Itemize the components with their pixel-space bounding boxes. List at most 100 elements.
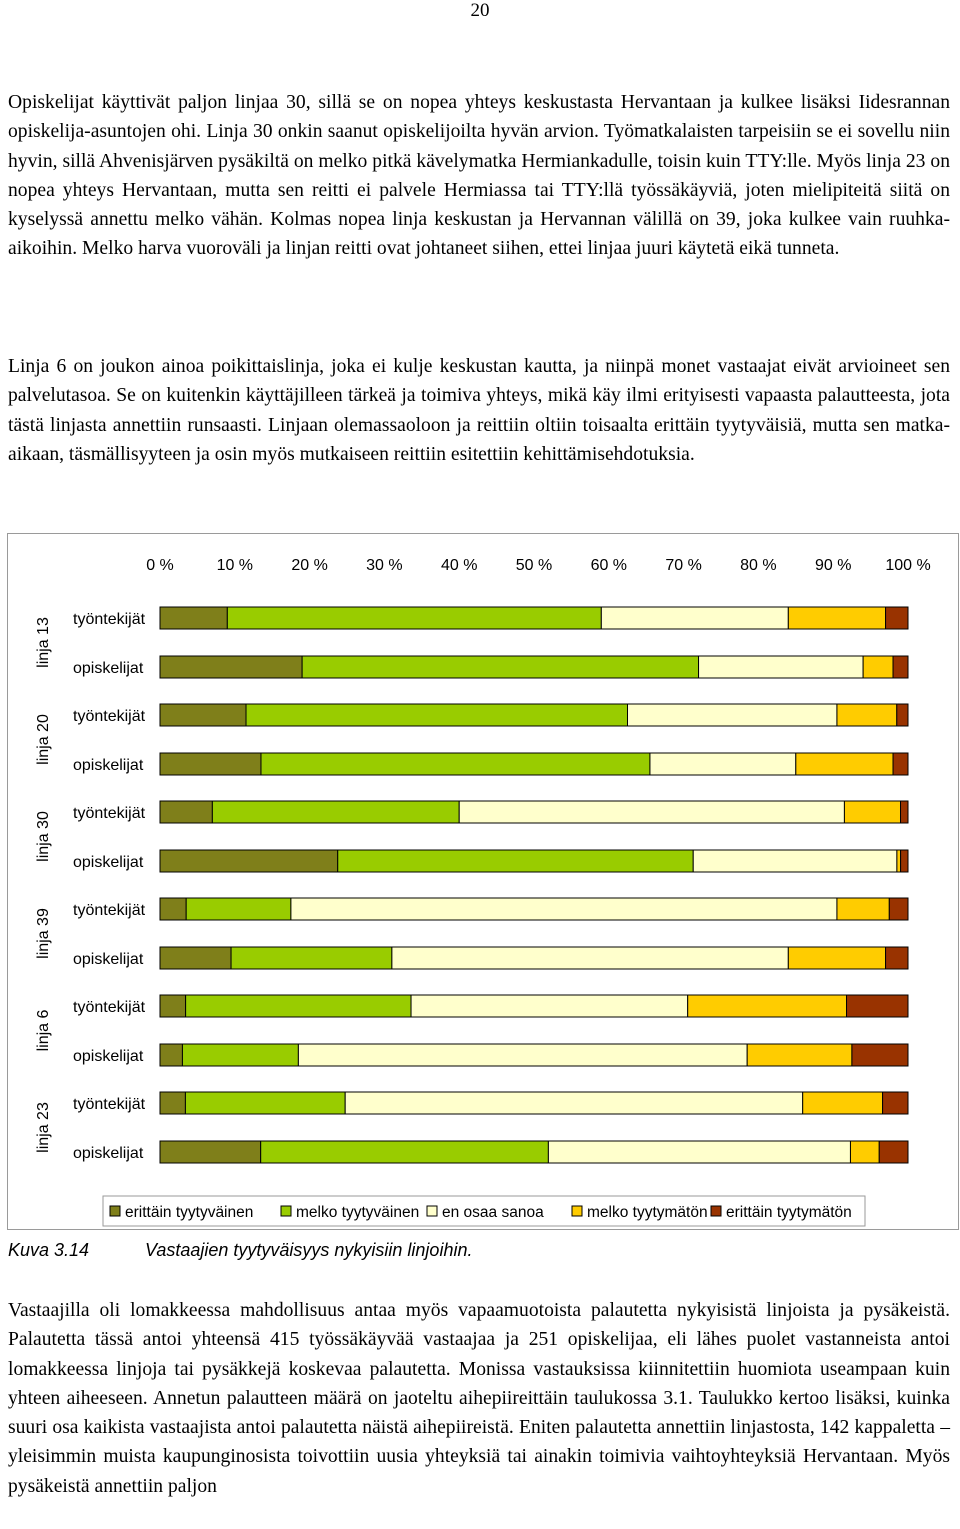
bar-segment	[878, 1140, 909, 1164]
legend-swatch	[571, 1205, 583, 1217]
bar-segment	[410, 994, 689, 1018]
bar-segment	[851, 1043, 909, 1067]
legend-swatch	[280, 1205, 292, 1217]
bar-segment	[226, 606, 602, 630]
x-tick-label: 90 %	[815, 557, 851, 574]
legend-box	[102, 1195, 866, 1227]
bar-segment	[391, 946, 789, 970]
row-label: opiskelijat	[73, 854, 144, 871]
bar-segment	[458, 800, 845, 824]
bar-segment	[849, 1140, 880, 1164]
bar-segment	[159, 703, 247, 727]
row-label: työntekijät	[73, 805, 146, 822]
legend-swatch	[426, 1205, 438, 1217]
group-label: linja 23	[35, 1102, 52, 1153]
bar-segment	[896, 703, 909, 727]
bar-segment	[159, 946, 232, 970]
legend-label: melko tyytyväinen	[296, 1204, 419, 1221]
group-label: linja 6	[35, 1010, 52, 1052]
bar-segment	[692, 849, 898, 873]
bar-segment	[836, 703, 898, 727]
bar-segment	[159, 897, 187, 921]
legend-label: erittäin tyytyväinen	[125, 1204, 253, 1221]
row-label: työntekijät	[73, 708, 146, 725]
bar-segment	[885, 606, 909, 630]
bar-segment	[211, 800, 460, 824]
row-label: opiskelijat	[73, 1048, 144, 1065]
bar-segment	[896, 849, 902, 873]
legend-swatch	[109, 1205, 121, 1217]
x-tick-label: 80 %	[740, 557, 776, 574]
bar-segment	[159, 752, 262, 776]
bar-segment	[344, 1091, 804, 1115]
bar-segment	[900, 800, 909, 824]
bar-segment	[290, 897, 838, 921]
bar-segment	[337, 849, 694, 873]
bar-segment	[627, 703, 838, 727]
bar-segment	[687, 994, 848, 1018]
row-label: työntekijät	[73, 999, 146, 1016]
bar-segment	[159, 994, 187, 1018]
bar-segment	[301, 655, 700, 679]
x-tick-label: 30 %	[366, 557, 402, 574]
bar-segment	[892, 752, 909, 776]
chart-canvas: 0 % 10 % 20 % 30 % 40 % 50 % 60 % 70 % 80 % 90 % 1…	[35, 557, 931, 1227]
legend-label: en osaa sanoa	[442, 1204, 544, 1221]
figure-caption: Vastaajien tyytyväisyys nykyisiin linjoi…	[145, 1240, 473, 1260]
bar-segment	[245, 703, 629, 727]
bar-segment	[181, 1043, 299, 1067]
row-label: työntekijät	[73, 611, 146, 628]
x-tick-label: 40 %	[441, 557, 477, 574]
bar-segment	[260, 752, 651, 776]
bar-segment	[297, 1043, 748, 1067]
group-label: linja 30	[35, 811, 52, 862]
bar-segment	[846, 994, 909, 1018]
body-paragraph-1: Opiskelijat käyttivät paljon linjaa 30, …	[8, 92, 950, 260]
bar-segment	[888, 897, 909, 921]
bar-segment	[159, 606, 228, 630]
bar-segment	[787, 606, 887, 630]
group-label: linja 39	[35, 908, 52, 959]
bar-segment	[547, 1140, 851, 1164]
bar-segment	[649, 752, 797, 776]
bar-segment	[882, 1091, 909, 1115]
bar-segment	[159, 655, 303, 679]
satisfaction-chart: 0 % 10 % 20 % 30 % 40 % 50 % 60 % 70 % 80 % 90 % 1…	[7, 533, 959, 1230]
x-tick-label: 60 %	[591, 557, 627, 574]
row-label: opiskelijat	[73, 951, 144, 968]
bar-segment	[802, 1091, 884, 1115]
bar-segment	[698, 655, 864, 679]
bar-segment	[892, 655, 909, 679]
bar-segment	[843, 800, 902, 824]
bar-segment	[787, 946, 887, 970]
bar-segment	[159, 1091, 186, 1115]
bar-segment	[836, 897, 890, 921]
bar-segment	[862, 655, 894, 679]
legend-swatch	[710, 1205, 722, 1217]
row-label: työntekijät	[73, 1096, 146, 1113]
group-label: linja 13	[35, 617, 52, 668]
bar-segment	[185, 994, 412, 1018]
bar-segment	[230, 946, 393, 970]
x-tick-label: 0 %	[146, 557, 174, 574]
bar-segment	[900, 849, 909, 873]
bar-segment	[184, 1091, 346, 1115]
bar-segment	[746, 1043, 853, 1067]
row-label: työntekijät	[73, 902, 146, 919]
legend-label: melko tyytymätön	[587, 1204, 708, 1221]
row-label: opiskelijat	[73, 757, 144, 774]
body-paragraph-2: Linja 6 on joukon ainoa poikittaislinja,…	[8, 356, 950, 465]
figure-number: Kuva 3.14	[8, 1240, 90, 1260]
x-tick-label: 10 %	[217, 557, 253, 574]
x-tick-label: 70 %	[665, 557, 701, 574]
row-label: opiskelijat	[73, 1145, 144, 1162]
bar-segment	[185, 897, 292, 921]
body-paragraph-3: Vastaajilla oli lomakkeessa mahdollisuus…	[8, 1300, 950, 1497]
bar-segment	[885, 946, 909, 970]
bar-segment	[600, 606, 789, 630]
page-number: 20	[470, 0, 490, 21]
x-tick-label: 20 %	[291, 557, 327, 574]
x-tick-label: 50 %	[516, 557, 552, 574]
bar-segment	[260, 1140, 549, 1164]
bar-segment	[159, 1043, 183, 1067]
